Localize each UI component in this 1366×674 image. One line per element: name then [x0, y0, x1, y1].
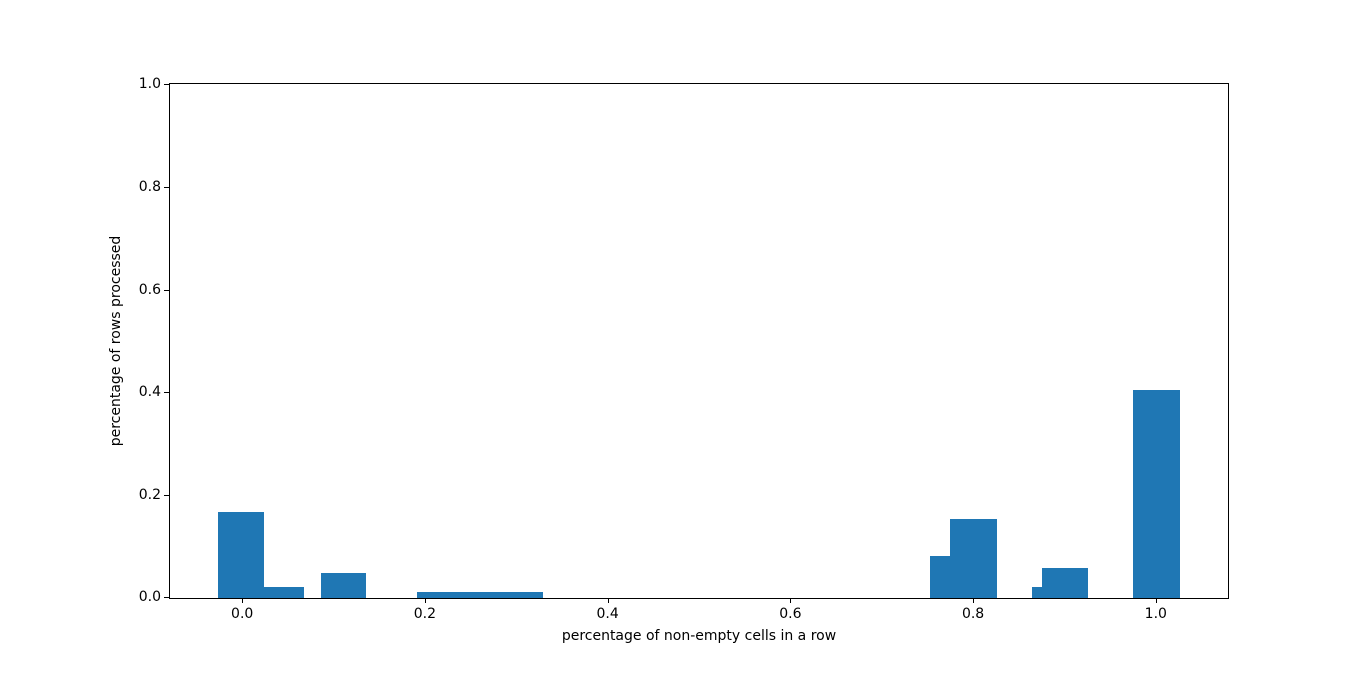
x-tick-mark-0.8	[973, 598, 975, 603]
histogram-bar-7	[1041, 568, 1089, 598]
x-axis-label: percentage of non-empty cells in a row	[561, 628, 837, 644]
x-tick-mark-0.6	[790, 598, 792, 603]
y-tick-label-0.8: 0.8	[138, 178, 161, 195]
x-tick-mark-0.0	[242, 598, 244, 603]
y-tick-mark-0.0	[164, 597, 169, 598]
histogram-bar-2	[320, 573, 366, 598]
y-tick-mark-0.4	[164, 392, 169, 394]
histogram-bar-4	[930, 556, 951, 598]
y-axis-label: percentage of rows processed	[108, 235, 124, 447]
x-tick-label-0.6: 0.6	[779, 606, 802, 622]
x-tick-label-0.4: 0.4	[596, 606, 619, 622]
y-tick-label-0.6: 0.6	[138, 281, 161, 298]
histogram-bar-1	[264, 587, 305, 598]
y-tick-label-0.0: 0.0	[138, 589, 161, 605]
x-tick-mark-0.2	[424, 598, 426, 603]
y-tick-label-0.2: 0.2	[138, 487, 161, 504]
y-tick-mark-0.6	[164, 289, 169, 291]
y-tick-label-0.4: 0.4	[138, 384, 161, 401]
plot-area: 0.0 0.2 0.4 0.6 0.8 1.0 0.0 0.2 0.4 0.6 0.8 1.0	[139, 76, 1229, 622]
histogram-bar-6	[1031, 586, 1042, 598]
x-tick-mark-0.4	[607, 598, 609, 603]
histogram-bar-5	[950, 518, 997, 598]
histogram-bar-3	[416, 592, 543, 598]
x-tick-label-1.0: 1.0	[1144, 606, 1167, 622]
histogram-bar-8	[1132, 389, 1180, 598]
x-tick-mark-1.0	[1155, 598, 1157, 603]
histogram-bar-0	[218, 512, 265, 598]
x-tick-label-0.8: 0.8	[961, 606, 985, 622]
y-tick-mark-1.0	[164, 84, 169, 85]
x-tick-label-0.2: 0.2	[413, 606, 437, 622]
x-tick-label-0.0: 0.0	[231, 606, 254, 622]
y-tick-mark-0.8	[164, 186, 169, 188]
y-tick-mark-0.2	[164, 495, 169, 497]
y-tick-label-1.0: 1.0	[138, 76, 161, 92]
